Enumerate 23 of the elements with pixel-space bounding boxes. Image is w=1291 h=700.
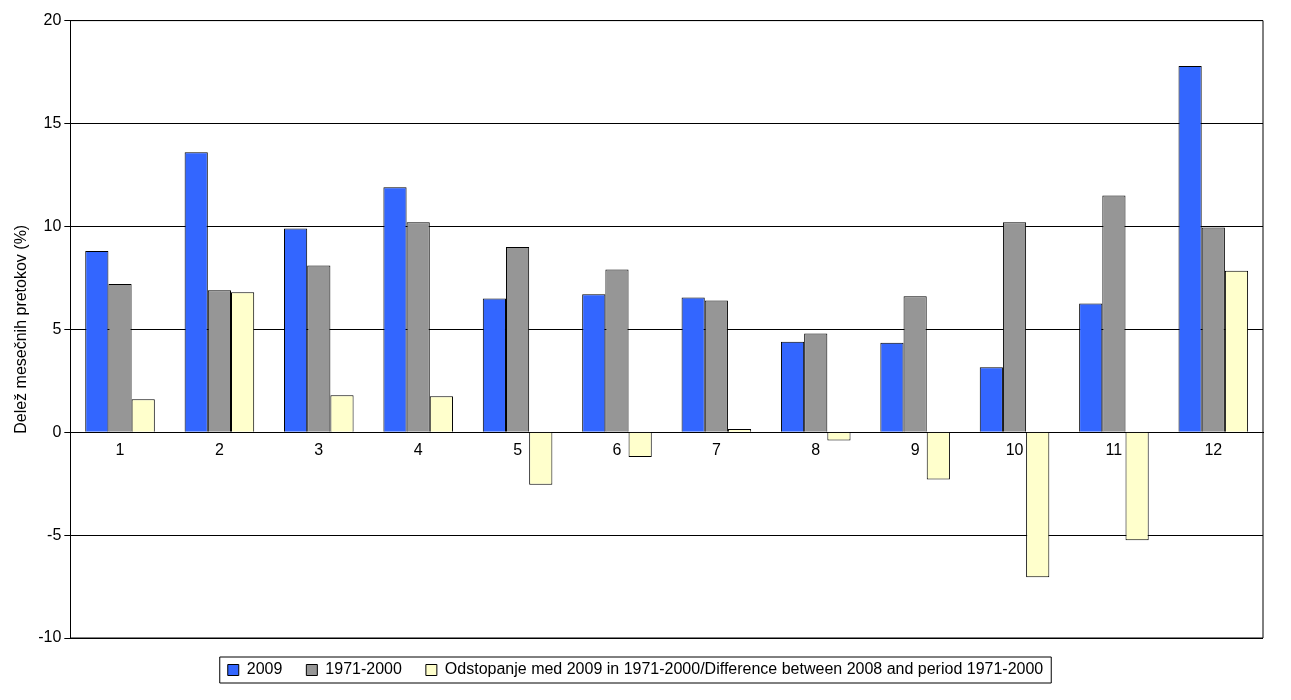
x-tick-label: 9 xyxy=(910,440,920,458)
x-tick-label: 5 xyxy=(513,440,523,458)
y-tick-label: 0 xyxy=(52,422,62,440)
x-tick-label: 7 xyxy=(711,440,721,458)
legend-label: 2009 xyxy=(246,660,283,678)
legend-label: 1971-2000 xyxy=(325,660,402,678)
x-tick-label: 10 xyxy=(1005,440,1024,458)
x-tick-label: 6 xyxy=(612,440,622,458)
x-tick-label: 3 xyxy=(314,440,324,458)
x-tick-label: 12 xyxy=(1204,440,1223,458)
legend-label: Odstopanje med 2009 in 1971-2000/Difference between 2008 and period 1971-2000 xyxy=(444,660,1044,678)
y-tick-label: -5 xyxy=(47,525,62,543)
y-tick-label: -10 xyxy=(38,628,62,646)
x-tick-label: 2 xyxy=(214,440,224,458)
y-tick-label: 10 xyxy=(43,216,62,234)
y-tick-label: 5 xyxy=(52,319,62,337)
x-tick-label: 8 xyxy=(811,440,821,458)
y-tick-label: 15 xyxy=(43,113,62,131)
x-tick-label: 1 xyxy=(115,440,125,458)
x-tick-label: 4 xyxy=(413,440,423,458)
y-axis-title: Delež mesečnih pretokov (%) xyxy=(12,224,30,434)
y-tick-label: 20 xyxy=(43,11,62,29)
x-tick-label: 11 xyxy=(1105,440,1123,458)
